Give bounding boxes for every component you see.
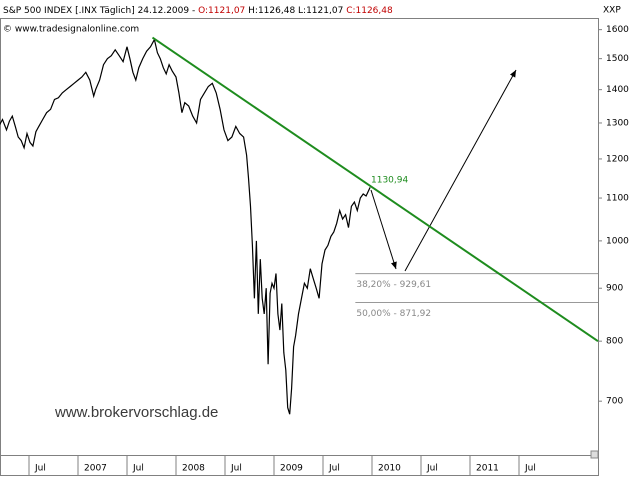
x-tick-label: Jul [132, 464, 144, 474]
open-value: O:1121,07 [198, 6, 245, 16]
arrow-down [370, 189, 397, 270]
fib-label: 38,20% - 929,61 [356, 280, 431, 290]
y-tick-label: 1200 [606, 154, 629, 164]
y-tick-label: 1500 [606, 54, 629, 64]
y-tick-label: 1300 [606, 118, 629, 128]
x-tick-label: Jul [34, 464, 46, 474]
x-tick-label: 2007 [84, 464, 107, 474]
source: © www.tradesignalonline.com [3, 25, 139, 35]
x-tick-label: Jul [230, 464, 242, 474]
corner-icon [590, 450, 599, 459]
header: S&P 500 INDEX [.INX Täglich] 24.12.2009 … [3, 6, 393, 16]
x-tick-label: Jul [524, 464, 536, 474]
y-tick-label: 1100 [606, 194, 629, 204]
x-tick-label: 2008 [182, 464, 205, 474]
arrow-up [404, 69, 517, 272]
y-tick-label: 900 [606, 284, 623, 294]
y-tick-label: 800 [606, 337, 623, 347]
watermark: www.brokervorschlag.de [54, 404, 218, 421]
peak-label: 1130,94 [371, 176, 408, 186]
y-tick-label: 1400 [606, 85, 629, 95]
chart-title: S&P 500 INDEX [.INX Täglich] 24.12.2009 … [3, 6, 195, 16]
x-tick-label: 2011 [476, 464, 499, 474]
symbol: XXP [603, 6, 621, 16]
x-tick-label: 2009 [280, 464, 303, 474]
price-line [0, 37, 371, 415]
x-tick-label: 2010 [378, 464, 401, 474]
y-tick-label: 700 [606, 397, 623, 407]
x-tick-label: Jul [426, 464, 438, 474]
x-tick-label: Jul [328, 464, 340, 474]
trendline [151, 36, 599, 342]
x-axis-bar [0, 455, 599, 476]
high-low: H:1126,48 L:1121,07 [248, 6, 343, 16]
close-value: C:1126,48 [346, 6, 393, 16]
y-tick-label: 1000 [606, 236, 629, 246]
y-tick-label: 1600 [606, 25, 629, 35]
fib-label: 50,00% - 871,92 [356, 309, 431, 319]
